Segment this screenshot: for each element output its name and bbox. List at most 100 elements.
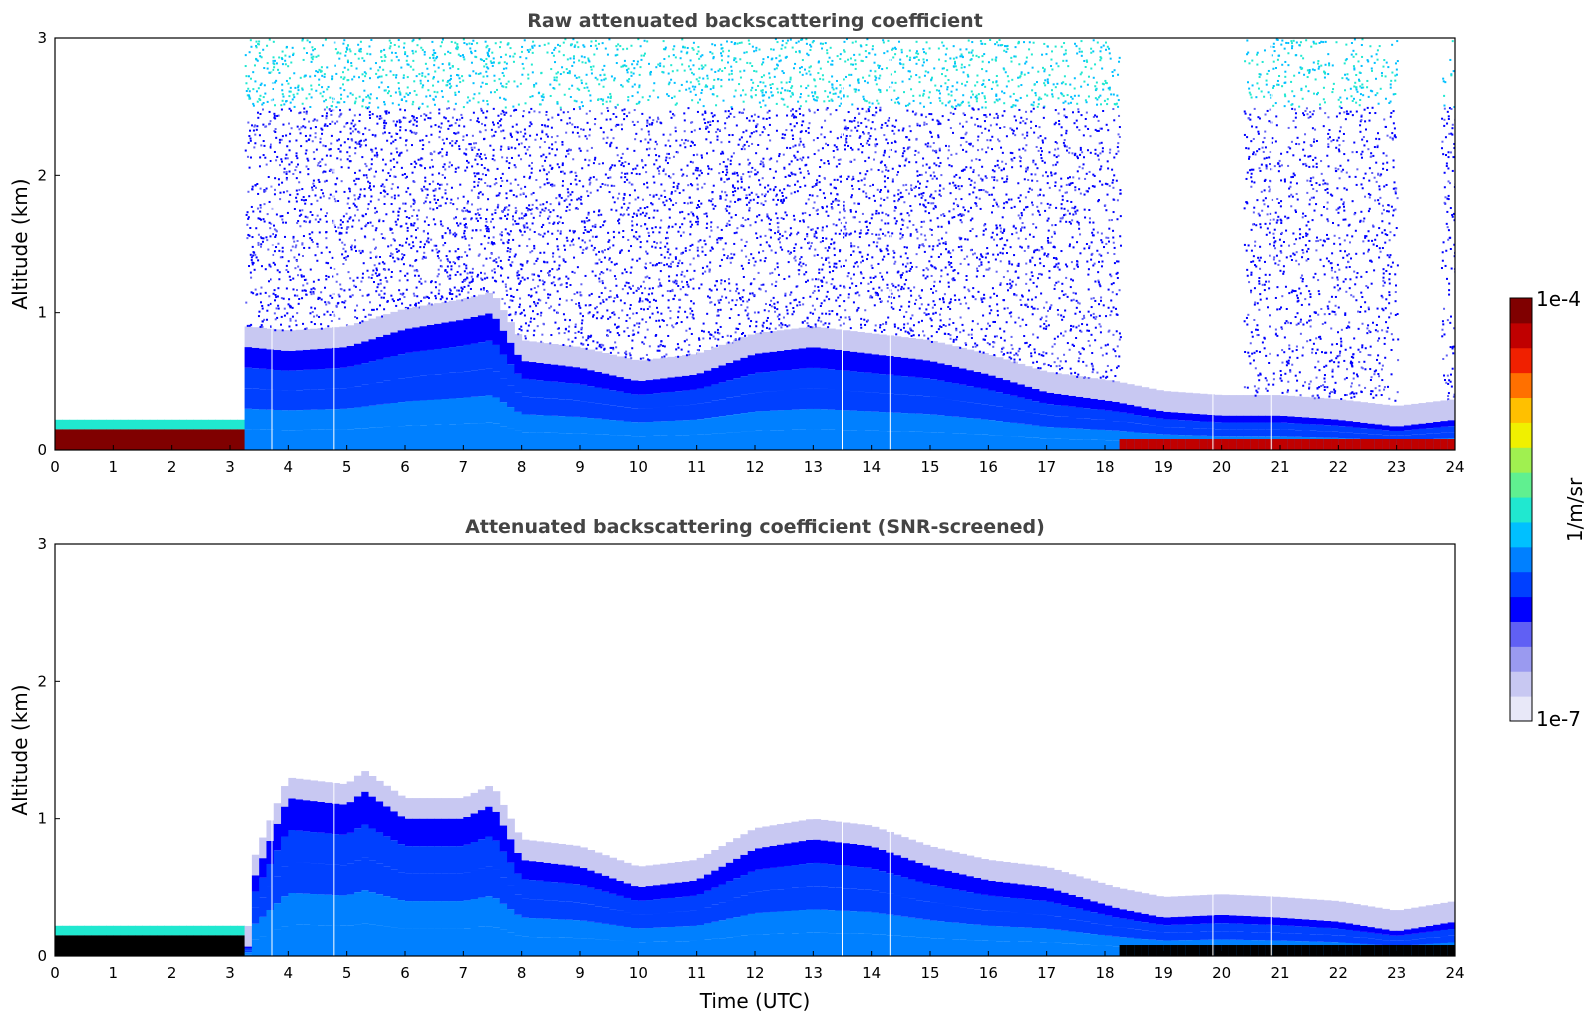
heatmap-speckle [592, 315, 595, 318]
heatmap-speckle [739, 94, 742, 97]
heatmap-cell [543, 398, 552, 416]
heatmap-speckle [593, 123, 596, 126]
heatmap-speckle [766, 316, 769, 319]
heatmap-speckle [293, 240, 296, 243]
heatmap-cell [470, 423, 479, 450]
heatmap-speckle [428, 183, 431, 186]
heatmap-speckle [435, 286, 438, 289]
heatmap-speckle [545, 110, 548, 113]
heatmap-speckle [767, 310, 770, 313]
heatmap-speckle [736, 227, 739, 230]
heatmap-speckle [587, 343, 590, 346]
heatmap-speckle [365, 72, 368, 75]
heatmap-cell [755, 372, 763, 393]
heatmap-speckle [396, 186, 399, 189]
heatmap-cell [76, 419, 85, 430]
heatmap-speckle [769, 188, 772, 191]
heatmap-speckle [302, 235, 305, 238]
heatmap-speckle [563, 93, 566, 96]
heatmap-speckle [459, 222, 462, 225]
heatmap-speckle [706, 312, 709, 315]
heatmap-speckle [784, 133, 787, 136]
heatmap-speckle [292, 288, 295, 291]
heatmap-speckle [356, 276, 359, 279]
heatmap-speckle [443, 142, 446, 145]
heatmap-speckle [611, 164, 614, 167]
heatmap-cell [405, 401, 413, 426]
heatmap-speckle [738, 111, 741, 114]
heatmap-cell [725, 380, 734, 398]
heatmap-speckle [298, 253, 301, 256]
heatmap-speckle [700, 91, 703, 94]
heatmap-speckle [436, 91, 439, 94]
heatmap-speckle [368, 182, 371, 185]
heatmap-speckle [361, 272, 364, 275]
heatmap-speckle [467, 284, 470, 287]
heatmap-speckle [308, 246, 311, 249]
heatmap-speckle [608, 239, 611, 242]
heatmap-speckle [440, 122, 443, 125]
heatmap-speckle [423, 220, 426, 223]
heatmap-speckle [269, 146, 272, 149]
heatmap-speckle [704, 253, 707, 256]
heatmap-speckle [619, 45, 622, 48]
heatmap-cell [718, 416, 727, 434]
heatmap-cell [747, 334, 756, 356]
heatmap-speckle [479, 207, 482, 210]
heatmap-speckle [668, 197, 671, 200]
heatmap-speckle [500, 56, 503, 59]
heatmap-speckle [621, 152, 624, 155]
heatmap-speckle [598, 345, 601, 348]
heatmap-speckle [292, 52, 295, 55]
heatmap-cell [390, 426, 399, 450]
heatmap-speckle [505, 86, 508, 89]
heatmap-cell [667, 435, 676, 450]
heatmap-speckle [533, 85, 536, 88]
heatmap-speckle [740, 332, 743, 335]
heatmap-speckle [451, 140, 454, 143]
heatmap-speckle [444, 53, 447, 56]
heatmap-speckle [569, 193, 572, 196]
heatmap-cell [266, 369, 275, 390]
heatmap-speckle [404, 144, 407, 147]
heatmap-speckle [663, 264, 666, 267]
heatmap-speckle [398, 121, 401, 124]
heatmap-speckle [540, 340, 543, 343]
heatmap-speckle [278, 164, 281, 167]
heatmap-speckle [698, 199, 701, 202]
heatmap-speckle [549, 211, 552, 214]
heatmap-speckle [776, 266, 779, 269]
heatmap-speckle [776, 301, 779, 304]
heatmap-cell [652, 393, 661, 408]
heatmap-speckle [675, 280, 678, 283]
heatmap-speckle [390, 135, 393, 138]
heatmap-speckle [659, 282, 662, 285]
heatmap-speckle [346, 44, 349, 47]
heatmap-speckle [432, 98, 435, 101]
heatmap-speckle [715, 344, 718, 347]
heatmap-speckle [457, 258, 460, 261]
heatmap-speckle [259, 292, 262, 295]
heatmap-cell [514, 334, 523, 355]
heatmap-speckle [413, 80, 416, 83]
heatmap-speckle [337, 293, 340, 296]
heatmap-speckle [379, 256, 382, 259]
heatmap-speckle [355, 177, 358, 180]
heatmap-cell [638, 436, 647, 450]
heatmap-speckle [405, 216, 408, 219]
heatmap-speckle [623, 118, 626, 121]
heatmap-speckle [359, 193, 362, 196]
heatmap-speckle [489, 185, 492, 188]
heatmap-speckle [757, 84, 760, 87]
heatmap-speckle [613, 263, 616, 266]
heatmap-speckle [296, 92, 299, 95]
heatmap-speckle [545, 113, 548, 116]
heatmap-speckle [370, 38, 373, 41]
heatmap-speckle [312, 280, 315, 283]
heatmap-speckle [399, 93, 402, 96]
heatmap-speckle [633, 83, 636, 86]
heatmap-cell [448, 398, 457, 425]
heatmap-speckle [773, 302, 776, 305]
heatmap-speckle [741, 296, 744, 299]
heatmap-speckle [354, 285, 357, 288]
